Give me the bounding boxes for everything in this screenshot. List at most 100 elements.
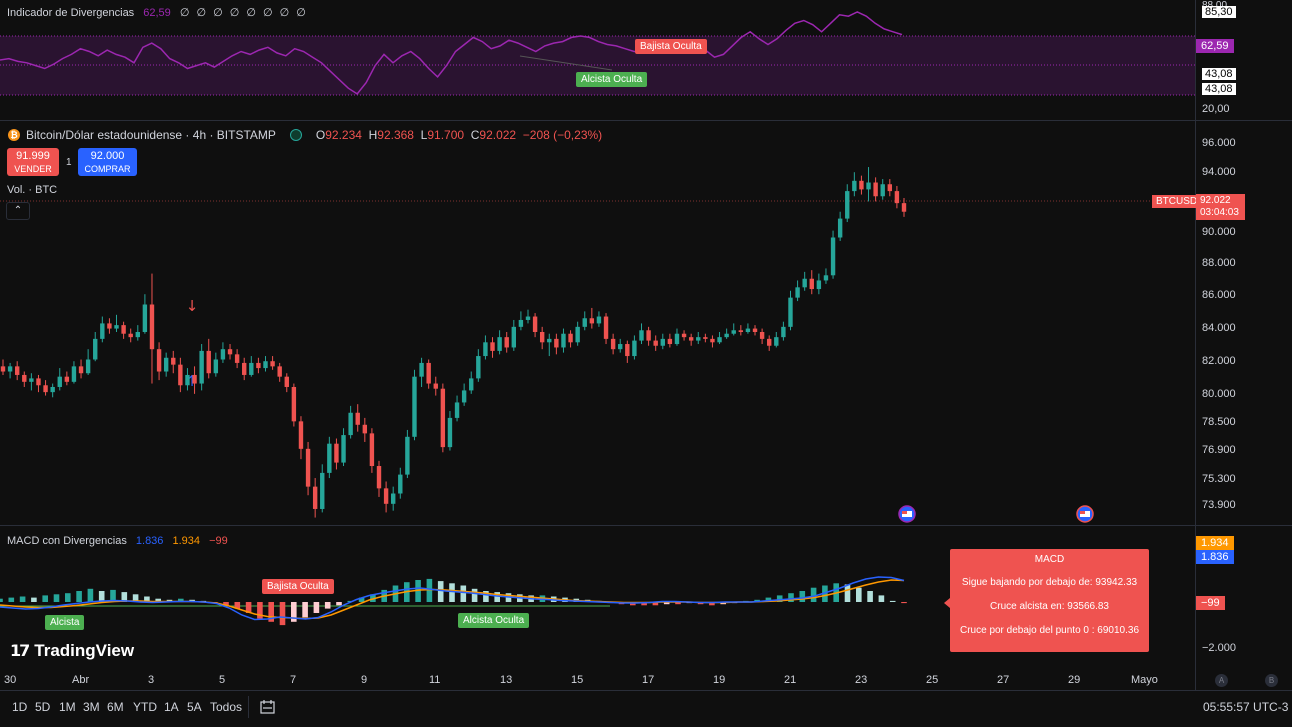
clock[interactable]: 05:55:57 UTC-3 (1203, 700, 1289, 714)
rsi-legend[interactable]: Indicador de Divergencias 62,59 ∅ ∅ ∅ ∅ … (7, 6, 308, 19)
auto-scale-button[interactable]: A (1215, 674, 1228, 687)
candle (185, 368, 190, 391)
rsi-placeholders: ∅ ∅ ∅ ∅ ∅ ∅ ∅ ∅ (179, 7, 308, 19)
macd-histogram-bar (358, 597, 365, 602)
candle (589, 307, 595, 329)
candle (334, 438, 339, 470)
price-change: −208 (−0,23%) (522, 128, 603, 142)
candle (171, 350, 176, 374)
price-tick: 73.900 (1202, 499, 1236, 511)
pane-separator-macd[interactable] (0, 525, 1292, 526)
volume-legend[interactable]: Vol. · BTC (7, 184, 58, 196)
price-tick: 84.000 (1202, 322, 1236, 334)
timeframe-1m[interactable]: 1M (59, 700, 76, 714)
candle (511, 319, 517, 351)
macd-histogram-bar (234, 602, 241, 609)
x-axis-label: 30 (4, 674, 17, 686)
candle (717, 332, 722, 345)
candle (547, 333, 552, 357)
candle (156, 342, 162, 381)
candle (0, 359, 6, 375)
candle (227, 344, 233, 360)
x-axis-label: 3 (148, 674, 155, 686)
timeframe-all[interactable]: Todos (210, 700, 243, 714)
macd-histogram-bar (336, 602, 342, 606)
timeframe-3m[interactable]: 3M (83, 700, 100, 714)
timeframe-1a[interactable]: 1A (164, 700, 179, 714)
timeframe-1d[interactable]: 1D (12, 700, 28, 714)
macd-histogram-bar (31, 597, 37, 602)
price-scale[interactable] (1195, 0, 1292, 690)
macd-hist-tag: −99 (1196, 596, 1225, 610)
candle (398, 467, 403, 499)
timeframe-5d[interactable]: 5D (35, 700, 51, 714)
rsi-line (0, 11, 903, 95)
symbol-legend[interactable]: ₿ Bitcoin/Dólar estadounidense · 4h · BI… (8, 128, 602, 142)
candle (348, 405, 353, 439)
candle (135, 325, 140, 341)
candle (809, 270, 814, 295)
candle (632, 335, 637, 360)
candle (774, 332, 779, 348)
candle (497, 330, 502, 355)
x-axis-label: Abr (72, 674, 90, 686)
x-axis-label: 15 (571, 674, 584, 686)
timeframe-ytd[interactable]: YTD (133, 700, 157, 714)
rsi-pane[interactable] (0, 0, 1195, 120)
rsi-bearish-label: Bajista Oculta (635, 39, 707, 54)
candle (121, 321, 126, 339)
macd-histogram-bar (53, 594, 60, 602)
candle (22, 371, 27, 387)
candle (795, 280, 800, 302)
candle (85, 349, 91, 375)
macd-histogram-bar (268, 602, 274, 622)
macd-pane[interactable] (0, 526, 1195, 666)
log-scale-button[interactable]: B (1265, 674, 1278, 687)
candle (100, 316, 105, 343)
macd-signal-tag: 1.934 (1196, 536, 1234, 550)
pane-separator-rsi[interactable] (0, 120, 1292, 121)
macd-histogram-bar (324, 602, 331, 609)
candle (163, 352, 169, 377)
market-status-icon[interactable] (289, 129, 302, 141)
candle (667, 333, 673, 348)
candle (390, 486, 396, 511)
x-axis-label: 17 (642, 674, 655, 686)
candle (490, 337, 495, 358)
sell-arrow-icon: ↓ (186, 297, 199, 315)
candle (504, 332, 509, 353)
candle (901, 197, 907, 217)
timeframe-5a[interactable]: 5A (187, 700, 202, 714)
sell-button[interactable]: 91.999 VENDER (7, 148, 59, 176)
date-range-icon[interactable] (259, 698, 277, 716)
price-tick: 94.000 (1202, 166, 1236, 178)
macd-histogram-bar (844, 584, 851, 602)
candle (128, 328, 133, 343)
price-chart[interactable]: ↓ ↑ (0, 121, 1195, 525)
candle (29, 373, 34, 391)
macd-histogram-bar (901, 602, 907, 604)
candle (731, 323, 736, 336)
macd-histogram-bar (810, 587, 817, 602)
candle (759, 328, 765, 345)
macd-legend[interactable]: MACD con Divergencias 1.836 1.934 −99 (7, 535, 228, 547)
macd-box-line1: Sigue bajando por debajo de: 93942.33 (961, 577, 1138, 588)
rsi-tick: 88,00 (1202, 0, 1227, 11)
macd-histogram-bar (42, 595, 48, 602)
candle (724, 328, 729, 339)
buy-button[interactable]: 92.000 COMPRAR (78, 148, 137, 176)
candle (149, 273, 155, 384)
candle (767, 335, 772, 351)
candle (369, 428, 375, 473)
rsi-value-tag: 62,59 (1196, 39, 1234, 53)
collapse-legend-button[interactable]: ⌃ (6, 202, 30, 220)
x-axis-label: 13 (500, 674, 513, 686)
ohlc-values: O92.234 H92.368 L91.700 C92.022 −208 (−0… (315, 128, 603, 142)
x-axis-label: 25 (926, 674, 939, 686)
timeframe-6m[interactable]: 6M (107, 700, 124, 714)
macd-histogram-bar (799, 591, 806, 602)
candle (107, 318, 112, 334)
tradingview-logo[interactable]: 𝟭𝟳 TradingView (10, 641, 134, 661)
candle (263, 356, 268, 372)
macd-histogram-bar (483, 591, 489, 602)
